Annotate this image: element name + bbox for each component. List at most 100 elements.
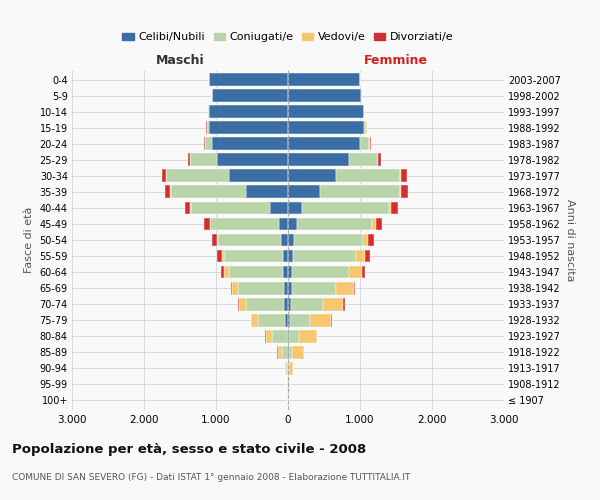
Bar: [292, 266, 349, 278]
Bar: [221, 266, 224, 278]
Bar: [185, 202, 190, 214]
Bar: [283, 266, 288, 278]
Bar: [287, 330, 288, 342]
Bar: [320, 186, 400, 198]
Bar: [266, 330, 272, 342]
Bar: [335, 170, 400, 182]
Bar: [190, 154, 217, 166]
Bar: [288, 266, 292, 278]
Bar: [239, 298, 246, 310]
Bar: [400, 170, 401, 182]
Bar: [224, 266, 229, 278]
Bar: [278, 346, 281, 358]
Bar: [349, 154, 378, 166]
Bar: [278, 218, 288, 230]
Bar: [288, 202, 302, 214]
Bar: [302, 202, 389, 214]
Bar: [210, 218, 278, 230]
Bar: [376, 218, 382, 230]
Bar: [212, 234, 217, 246]
Bar: [288, 154, 349, 166]
Bar: [295, 234, 363, 246]
Bar: [212, 138, 288, 150]
Legend: Celibi/Nubili, Coniugati/e, Vedovi/e, Divorziati/e: Celibi/Nubili, Coniugati/e, Vedovi/e, Di…: [118, 28, 458, 47]
Bar: [208, 106, 209, 118]
Bar: [232, 282, 238, 294]
Bar: [288, 234, 295, 246]
Bar: [217, 250, 222, 262]
Bar: [162, 170, 166, 182]
Bar: [246, 186, 288, 198]
Bar: [281, 346, 287, 358]
Bar: [360, 138, 370, 150]
Text: COMUNE DI SAN SEVERO (FG) - Dati ISTAT 1° gennaio 2008 - Elaborazione TUTTITALIA: COMUNE DI SAN SEVERO (FG) - Dati ISTAT 1…: [12, 472, 410, 482]
Bar: [288, 89, 361, 102]
Bar: [291, 298, 323, 310]
Bar: [354, 282, 355, 294]
Bar: [336, 282, 354, 294]
Bar: [164, 186, 170, 198]
Bar: [288, 122, 364, 134]
Bar: [272, 330, 287, 342]
Bar: [288, 218, 296, 230]
Bar: [370, 138, 371, 150]
Bar: [284, 298, 288, 310]
Bar: [379, 154, 381, 166]
Text: Femmine: Femmine: [364, 54, 428, 68]
Bar: [217, 234, 218, 246]
Bar: [209, 73, 288, 86]
Bar: [205, 218, 209, 230]
Bar: [288, 73, 360, 86]
Bar: [188, 154, 190, 166]
Bar: [217, 154, 288, 166]
Bar: [292, 282, 336, 294]
Bar: [288, 314, 290, 326]
Bar: [288, 106, 364, 118]
Bar: [364, 122, 367, 134]
Bar: [209, 218, 210, 230]
Bar: [191, 202, 270, 214]
Bar: [229, 266, 283, 278]
Bar: [323, 298, 343, 310]
Bar: [288, 298, 291, 310]
Bar: [285, 314, 288, 326]
Bar: [401, 170, 407, 182]
Y-axis label: Fasce di età: Fasce di età: [24, 207, 34, 273]
Bar: [389, 202, 391, 214]
Bar: [343, 298, 344, 310]
Bar: [292, 346, 304, 358]
Bar: [238, 298, 239, 310]
Bar: [281, 234, 288, 246]
Bar: [299, 330, 317, 342]
Bar: [372, 218, 376, 230]
Bar: [209, 122, 288, 134]
Bar: [170, 186, 246, 198]
Bar: [209, 106, 288, 118]
Bar: [289, 378, 290, 391]
Bar: [224, 250, 283, 262]
Bar: [288, 346, 289, 358]
Bar: [284, 282, 288, 294]
Bar: [288, 138, 360, 150]
Bar: [391, 202, 398, 214]
Bar: [310, 314, 331, 326]
Bar: [356, 250, 365, 262]
Bar: [222, 250, 224, 262]
Bar: [218, 234, 281, 246]
Bar: [401, 186, 408, 198]
Bar: [285, 362, 286, 374]
Bar: [349, 266, 362, 278]
Bar: [288, 250, 293, 262]
Bar: [246, 298, 284, 310]
Bar: [288, 186, 320, 198]
Bar: [251, 314, 258, 326]
Y-axis label: Anni di nascita: Anni di nascita: [565, 198, 575, 281]
Bar: [289, 346, 292, 358]
Bar: [229, 170, 288, 182]
Bar: [400, 186, 401, 198]
Bar: [288, 170, 335, 182]
Bar: [238, 282, 284, 294]
Bar: [166, 170, 229, 182]
Bar: [290, 314, 310, 326]
Bar: [289, 362, 293, 374]
